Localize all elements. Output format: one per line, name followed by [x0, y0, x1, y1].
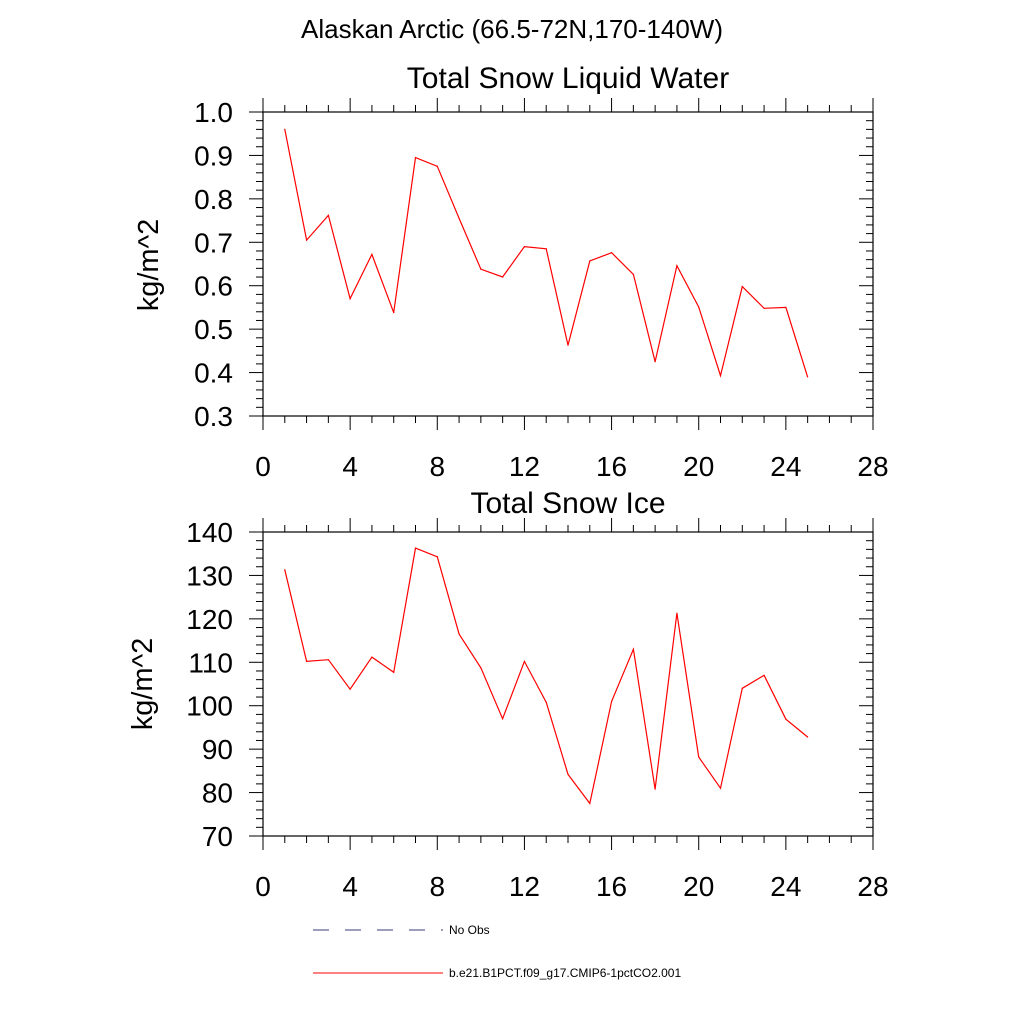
data-point — [785, 718, 787, 720]
x-tick-label: 20 — [683, 451, 714, 482]
data-point — [676, 612, 678, 614]
data-point — [284, 128, 286, 130]
data-point — [480, 268, 482, 270]
data-point — [502, 276, 504, 278]
series-line — [284, 129, 809, 378]
data-point — [741, 687, 743, 689]
panel-snow-ice: Total Snow Ice kg/m^2 0 4 8 12 16 20 24 28 70 80 9… — [127, 487, 889, 902]
data-point — [589, 260, 591, 262]
data-point — [610, 252, 613, 254]
data-point — [436, 556, 438, 558]
data-point — [523, 660, 526, 663]
data-point — [502, 718, 504, 720]
y-tick-label: 0.9 — [194, 140, 233, 171]
x-tick-label: 12 — [509, 451, 540, 482]
data-point — [523, 246, 526, 248]
data-point — [436, 165, 438, 167]
legend-label-no-obs: No Obs — [449, 923, 490, 937]
data-point — [371, 656, 373, 658]
data-point — [654, 361, 656, 363]
data-point — [654, 788, 656, 790]
legend-label-model: b.e21.B1PCT.f09_g17.CMIP6-1pctCO2.001 — [449, 966, 681, 980]
data-point — [676, 265, 678, 267]
y-axis-label: kg/m^2 — [127, 638, 159, 731]
y-tick-label: 0.3 — [194, 401, 233, 432]
data-point — [632, 273, 634, 276]
data-point — [807, 736, 809, 738]
x-tick-label: 24 — [770, 871, 801, 902]
data-point — [567, 344, 569, 346]
data-point — [719, 787, 722, 789]
y-tick-label: 80 — [202, 778, 233, 809]
data-point — [414, 547, 417, 549]
data-point — [589, 802, 591, 805]
x-tick-label: 4 — [342, 451, 358, 482]
data-point — [305, 239, 308, 241]
x-tick-label: 0 — [255, 451, 271, 482]
x-tick-label: 0 — [255, 871, 271, 902]
data-point — [349, 688, 351, 690]
series-line — [284, 547, 808, 805]
y-tick-label: 1.0 — [194, 97, 233, 128]
data-point — [763, 674, 765, 676]
legend: No Obs b.e21.B1PCT.f09_g17.CMIP6-1pctCO2… — [313, 923, 681, 980]
panel-title: Total Snow Ice — [470, 487, 665, 520]
y-tick-label: 0.4 — [194, 358, 233, 389]
data-point — [785, 306, 787, 309]
y-tick-label: 0.8 — [194, 184, 233, 215]
x-tick-label: 16 — [596, 451, 627, 482]
y-tick-label: 130 — [186, 560, 233, 591]
data-point — [610, 700, 613, 702]
data-point — [327, 214, 329, 216]
y-tick-label: 0.6 — [194, 271, 233, 302]
data-point — [719, 375, 722, 377]
plot-frame — [262, 531, 874, 837]
data-point — [632, 648, 634, 650]
data-point — [414, 157, 417, 159]
panel-title: Total Snow Liquid Water — [407, 62, 729, 95]
data-point — [458, 217, 460, 219]
y-tick-label: 70 — [202, 821, 233, 852]
y-tick-label: 140 — [186, 517, 233, 548]
data-point — [763, 307, 765, 309]
data-point — [393, 312, 395, 314]
y-tick-label: 0.5 — [194, 314, 233, 345]
data-point — [698, 306, 700, 308]
plot-frame — [262, 111, 874, 417]
data-point — [327, 659, 329, 661]
y-tick-label: 110 — [188, 647, 233, 678]
y-tick-label: 90 — [202, 734, 233, 765]
data-point — [698, 756, 700, 758]
panel-snow-liquid-water: Total Snow Liquid Water kg/m^2 0 4 8 12 16 20… — [133, 62, 889, 482]
x-tick-label: 8 — [429, 871, 445, 902]
data-point — [393, 671, 395, 673]
y-tick-label: 0.7 — [194, 227, 233, 258]
x-tick-label: 8 — [429, 451, 445, 482]
data-point — [480, 667, 482, 669]
data-point — [284, 569, 286, 571]
data-point — [371, 253, 373, 256]
x-tick-label: 12 — [509, 871, 540, 902]
x-tick-label: 24 — [770, 451, 801, 482]
data-point — [567, 773, 569, 775]
x-tick-label: 16 — [596, 871, 627, 902]
data-point — [545, 248, 547, 250]
x-tick-label: 28 — [857, 871, 888, 902]
data-point — [305, 660, 308, 663]
data-point — [349, 298, 351, 300]
x-tick-label: 28 — [857, 451, 888, 482]
figure-suptitle: Alaskan Arctic (66.5-72N,170-140W) — [301, 14, 723, 44]
x-tick-label: 20 — [683, 871, 714, 902]
data-point — [458, 633, 460, 635]
data-point — [545, 701, 547, 703]
y-axis-label: kg/m^2 — [133, 219, 165, 312]
y-tick-label: 120 — [186, 604, 233, 635]
y-tick-label: 100 — [186, 691, 233, 722]
data-point — [741, 285, 743, 288]
x-tick-label: 4 — [342, 871, 358, 902]
data-point — [807, 376, 809, 378]
